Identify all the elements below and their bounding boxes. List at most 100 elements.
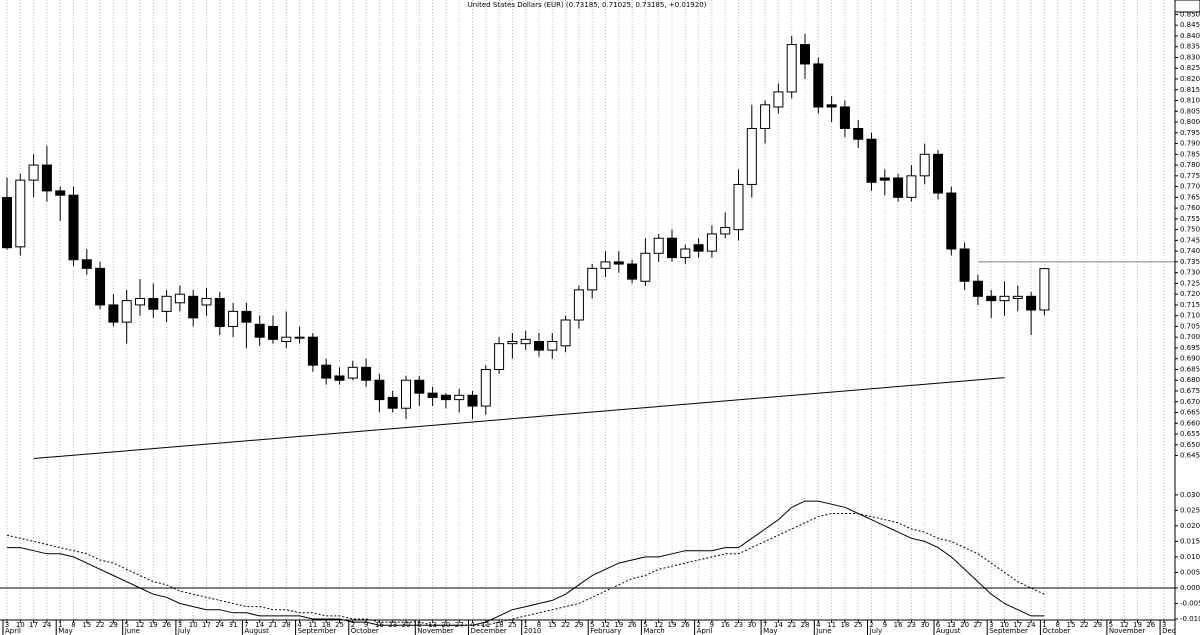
candle-body: [148, 297, 159, 310]
x-day-label: 26: [681, 621, 690, 629]
y-tick-label: 0.810: [1180, 97, 1200, 105]
x-day-label: 16: [721, 621, 730, 629]
x-day-label: 17: [202, 621, 211, 629]
x-day-label: 20: [960, 621, 969, 629]
candle-body: [347, 366, 358, 379]
x-day-label: 7: [763, 621, 767, 629]
y-tick-label: 0.785: [1180, 150, 1200, 158]
x-day-label: 31: [229, 621, 238, 629]
candle-body: [15, 179, 26, 248]
x-day-label: 21: [269, 621, 278, 629]
x-day-label: 19: [614, 621, 623, 629]
candle-body: [241, 310, 252, 323]
x-day-label: 15: [1067, 621, 1076, 629]
x-day-label: 1: [523, 621, 527, 629]
x-day-label: 2: [696, 621, 700, 629]
y-tick-label: 0.770: [1180, 183, 1200, 191]
month-label: 2010: [524, 627, 542, 635]
x-day-label: 29: [1093, 621, 1102, 629]
candle-body: [307, 336, 318, 366]
candle-body: [746, 127, 757, 185]
month-label: August: [244, 627, 269, 635]
y-tick-label: 0.850: [1180, 10, 1200, 18]
candle-body: [135, 297, 145, 306]
y-tick-label: 0.695: [1180, 344, 1200, 352]
candle-body: [919, 153, 930, 177]
month-label: July: [869, 627, 883, 635]
y-tick-label: 0.670: [1180, 398, 1200, 406]
x-day-label: 22: [561, 621, 570, 629]
x-day-label: 13: [947, 621, 956, 629]
candle-body: [321, 364, 332, 379]
macd-y-tick-label: -0.005: [1180, 599, 1200, 607]
candle-body: [214, 297, 225, 327]
month-label: September: [298, 627, 337, 635]
x-day-label: 3: [178, 621, 182, 629]
x-day-label: 28: [282, 621, 291, 629]
y-tick-label: 0.775: [1180, 172, 1200, 180]
x-day-label: 17: [29, 621, 38, 629]
candle-body: [853, 127, 864, 140]
x-day-label: 25: [335, 621, 344, 629]
candle-body: [547, 341, 558, 351]
y-tick-label: 0.655: [1180, 430, 1200, 438]
candle-body: [986, 295, 997, 302]
y-tick-label: 0.755: [1180, 215, 1200, 223]
x-day-label: 13: [428, 621, 437, 629]
month-label: April: [697, 627, 713, 635]
x-day-label: 8: [71, 621, 75, 629]
candle-body: [387, 396, 398, 409]
candle-body: [627, 263, 638, 280]
candle-body: [467, 394, 478, 407]
x-day-label: 11: [827, 621, 836, 629]
month-label: December: [471, 627, 507, 635]
candle-body: [95, 267, 106, 306]
candle-body: [507, 341, 518, 345]
x-day-label: 19: [668, 621, 677, 629]
y-tick-label: 0.720: [1180, 290, 1200, 298]
candle-body: [560, 319, 571, 347]
y-tick-label: 0.650: [1180, 441, 1200, 449]
y-tick-label: 0.790: [1180, 140, 1200, 148]
candle-body: [600, 261, 611, 269]
candle-body: [839, 106, 850, 129]
month-label: August: [936, 627, 961, 635]
candle-body: [613, 261, 624, 265]
candle-body: [28, 164, 39, 181]
x-day-label: 10: [16, 621, 25, 629]
x-day-label: 3: [5, 621, 9, 629]
y-tick-label: 0.665: [1180, 409, 1200, 417]
macd-y-tick-label: -0.010: [1180, 615, 1200, 623]
y-tick-label: 0.745: [1180, 236, 1200, 244]
y-tick-label: 0.825: [1180, 64, 1200, 72]
candle-body: [959, 248, 970, 282]
month-label: April: [5, 627, 21, 635]
x-day-label: 24: [1027, 621, 1036, 629]
x-day-label: 19: [149, 621, 158, 629]
x-day-label: 14: [255, 621, 264, 629]
candle-body: [667, 237, 677, 259]
x-day-label: 16: [894, 621, 903, 629]
candle-body: [374, 379, 385, 401]
candle-body: [760, 104, 771, 129]
x-day-label: 25: [854, 621, 863, 629]
candle-body: [334, 375, 345, 381]
y-tick-label: 0.725: [1180, 279, 1200, 287]
x-day-label: 27: [455, 621, 464, 629]
x-day-label: 24: [42, 621, 51, 629]
macd-y-tick-label: 0.005: [1180, 568, 1200, 576]
month-label: November: [417, 627, 454, 635]
x-day-label: 26: [1146, 621, 1155, 629]
macd-y-tick-label: 0.025: [1180, 506, 1200, 514]
candle-body: [866, 138, 877, 183]
y-tick-label: 0.675: [1180, 387, 1200, 395]
x-day-label: 6: [417, 621, 422, 629]
candle-body: [41, 164, 52, 192]
candle-body: [361, 366, 372, 381]
x-day-label: 30: [747, 621, 756, 629]
x-day-label: 23: [734, 621, 743, 629]
x-day-label: 18: [840, 621, 849, 629]
x-day-label: 11: [308, 621, 317, 629]
